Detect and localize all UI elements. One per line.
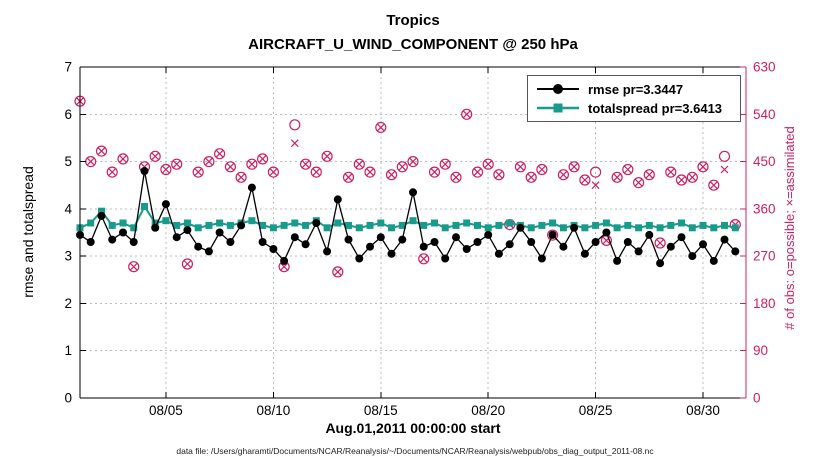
legend-label-rmse: rmse pr=3.3447 <box>588 81 684 97</box>
svg-text:360: 360 <box>753 201 776 216</box>
svg-text:6: 6 <box>64 107 72 122</box>
svg-text:90: 90 <box>753 343 768 358</box>
rmse-series-marker-icon <box>537 84 579 94</box>
svg-text:08/25: 08/25 <box>579 403 613 418</box>
svg-text:5: 5 <box>64 154 72 169</box>
plot-subtitle: AIRCRAFT_U_WIND_COMPONENT @ 250 hPa <box>248 36 578 53</box>
svg-text:7: 7 <box>64 60 72 75</box>
obs-assimilated-markers <box>76 97 740 276</box>
svg-text:450: 450 <box>753 154 776 169</box>
svg-text:1: 1 <box>64 343 72 358</box>
plot-title: Tropics <box>386 12 440 29</box>
svg-text:08/05: 08/05 <box>149 403 183 418</box>
svg-text:08/30: 08/30 <box>686 403 720 418</box>
rmse-series <box>76 167 740 268</box>
svg-text:630: 630 <box>753 60 776 75</box>
left-y-axis-label: rmse and totalspread <box>20 166 36 298</box>
svg-text:08/20: 08/20 <box>471 403 505 418</box>
totalspread-series-marker-icon <box>537 103 579 113</box>
legend-label-totalspread: totalspread pr=3.6413 <box>588 100 723 116</box>
svg-text:2: 2 <box>64 296 72 311</box>
svg-text:540: 540 <box>753 107 776 122</box>
legend-item-totalspread: totalspread pr=3.6413 <box>536 100 732 116</box>
x-axis-label: Aug.01,2011 00:00:00 start <box>325 420 501 436</box>
svg-text:3: 3 <box>64 249 72 264</box>
svg-text:0: 0 <box>753 391 761 406</box>
right-y-axis-label: # of obs: o=possible; ×=assimilated <box>782 126 797 330</box>
svg-text:180: 180 <box>753 296 776 311</box>
svg-text:08/10: 08/10 <box>257 403 291 418</box>
svg-text:4: 4 <box>64 201 72 216</box>
svg-text:270: 270 <box>753 249 776 264</box>
rmse-circle-marker-icon <box>553 84 563 94</box>
totalspread-series <box>76 203 739 232</box>
legend: rmse pr=3.3447 totalspread pr=3.6413 <box>527 75 741 122</box>
totalspread-square-marker-icon <box>553 103 563 113</box>
svg-text:0: 0 <box>64 391 72 406</box>
plot-frame <box>79 66 747 399</box>
axis-tick-labels: 0 1 2 3 4 5 6 7 0 90 180 270 360 450 540 630 08/05 08/10 0… <box>64 60 775 419</box>
datafile-caption: data file: /Users/gharamti/Documents/NCA… <box>176 446 654 456</box>
legend-item-rmse: rmse pr=3.3447 <box>536 81 732 97</box>
svg-text:08/15: 08/15 <box>364 403 398 418</box>
